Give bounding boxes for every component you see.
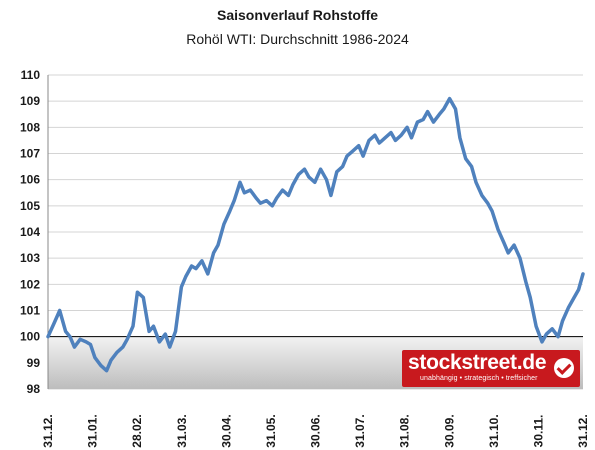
x-tick-label: 30.09. bbox=[442, 414, 456, 447]
check-icon bbox=[554, 358, 574, 378]
y-tick-label: 102 bbox=[20, 277, 40, 291]
stockstreet-logo: stockstreet.de unabhängig • strategisch … bbox=[402, 350, 580, 387]
y-tick-label: 103 bbox=[20, 251, 40, 265]
y-tick-label: 100 bbox=[20, 330, 40, 344]
y-tick-label: 104 bbox=[20, 225, 40, 239]
chart-title: Saisonverlauf Rohstoffe bbox=[216, 7, 379, 23]
x-tick-label: 31.12. bbox=[41, 414, 55, 447]
x-axis-ticks: 31.12. 31.01. 28.02. 31.03. 30.04. 31.05. 30.0… bbox=[41, 414, 590, 447]
x-tick-label: 30.06. bbox=[309, 414, 323, 447]
y-tick-label: 106 bbox=[20, 173, 40, 187]
logo-brand-text: stockstreet.de bbox=[408, 351, 547, 374]
x-tick-label: 30.04. bbox=[219, 414, 233, 447]
x-tick-label: 31.08. bbox=[398, 414, 412, 447]
y-tick-label: 110 bbox=[21, 68, 41, 82]
x-tick-label: 31.07. bbox=[353, 414, 367, 447]
y-tick-label: 108 bbox=[20, 120, 40, 134]
x-tick-label: 30.11. bbox=[531, 415, 545, 448]
x-tick-label: 31.10. bbox=[487, 414, 501, 447]
y-tick-label: 101 bbox=[20, 304, 40, 318]
y-tick-label: 109 bbox=[20, 94, 40, 108]
y-tick-label: 99 bbox=[27, 356, 41, 370]
y-tick-label: 98 bbox=[27, 382, 41, 396]
x-tick-label: 31.12. bbox=[576, 414, 590, 447]
x-tick-label: 31.03. bbox=[175, 414, 189, 447]
x-tick-label: 28.02. bbox=[130, 414, 144, 447]
logo-tagline: unabhängig • strategisch • treffsicher bbox=[420, 375, 538, 382]
y-tick-label: 107 bbox=[20, 147, 40, 161]
x-tick-label: 31.05. bbox=[264, 414, 278, 447]
y-axis-ticks: 98 99 100 101 102 103 104 105 106 107 108 109 110 bbox=[20, 68, 40, 396]
series-layer bbox=[46, 96, 585, 373]
series-line bbox=[46, 96, 585, 373]
chart-subtitle: Rohöl WTI: Durchschnitt 1986-2024 bbox=[186, 31, 409, 47]
y-tick-label: 105 bbox=[20, 199, 40, 213]
x-tick-label: 31.01. bbox=[86, 414, 100, 447]
